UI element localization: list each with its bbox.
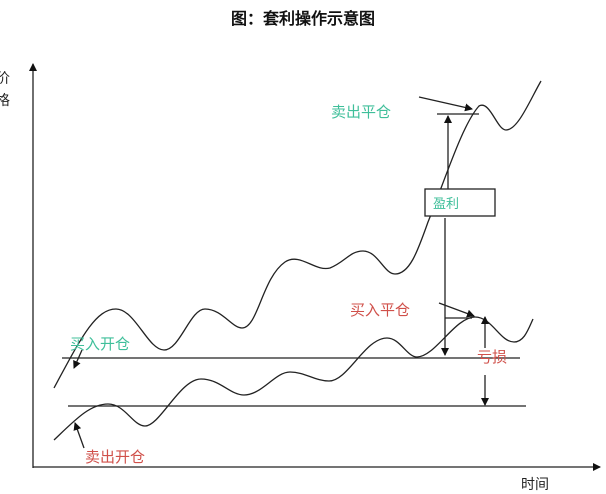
sell-close-label: 卖出平仓 bbox=[331, 103, 392, 121]
sell-close-pointer bbox=[418, 96, 473, 112]
buy-open-label: 买入开仓 bbox=[70, 335, 131, 353]
upper-price-curve bbox=[53, 80, 542, 389]
diagram-title: 图：套利操作示意图 bbox=[230, 9, 375, 28]
buy-close-pointer bbox=[438, 302, 475, 318]
profit-box bbox=[424, 188, 496, 217]
buy-close-label: 买入平仓 bbox=[350, 301, 411, 319]
buy-open-pointer bbox=[73, 349, 83, 369]
loss-label: 亏损 bbox=[477, 348, 508, 366]
y-axis-label: 价格 bbox=[0, 71, 10, 109]
sell-open-label: 卖出开仓 bbox=[85, 448, 146, 466]
x-axis-label: 时间 bbox=[521, 477, 549, 493]
profit-label: 盈利 bbox=[433, 197, 460, 212]
sell-open-pointer bbox=[73, 422, 85, 449]
lower-price-curve bbox=[53, 316, 534, 441]
